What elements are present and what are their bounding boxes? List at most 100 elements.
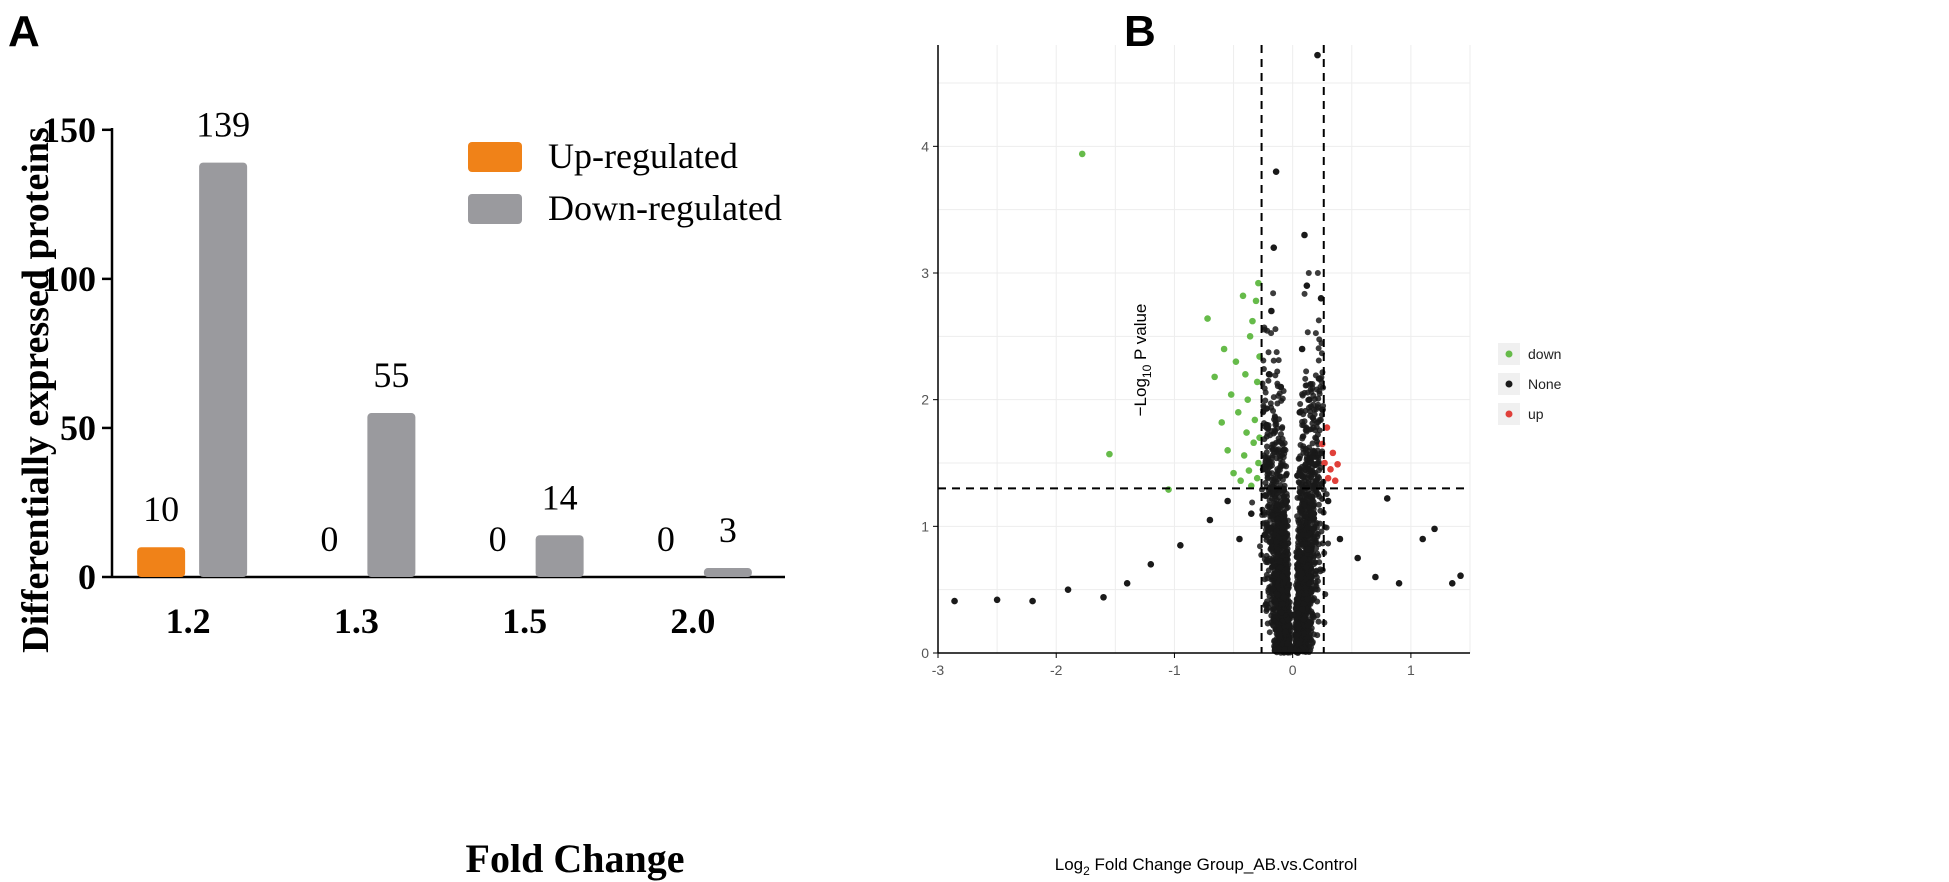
volcano-point-none <box>1325 540 1332 547</box>
volcano-point-none <box>1279 502 1286 509</box>
volcano-point-none <box>1309 380 1316 387</box>
volcano-point-down <box>1234 409 1242 416</box>
volcano-point-none <box>1308 459 1315 467</box>
volcano-point-none <box>1299 531 1306 538</box>
volcano-point-none <box>1313 567 1320 574</box>
volcano-point-none <box>1315 458 1322 465</box>
volcano-plot-points <box>951 51 1464 656</box>
volcano-point-none <box>1266 497 1273 504</box>
volcano-point-none <box>1316 388 1323 395</box>
volcano-point-none <box>1314 586 1321 593</box>
volcano-point-none <box>1299 606 1306 613</box>
volcano-point-none <box>1281 542 1288 549</box>
volcano-point-none <box>1307 601 1314 608</box>
volcano-point-none <box>1236 535 1243 543</box>
volcano-point-none <box>1302 512 1309 519</box>
volcano-plot-x-axis-label: Log2 Fold Change Group_AB.vs.Control <box>1055 855 1357 878</box>
volcano-point-none <box>1263 443 1270 450</box>
legend-swatch-up-regulated <box>468 142 522 172</box>
volcano-point-none <box>1311 559 1318 566</box>
volcano-point-none <box>1431 525 1438 533</box>
volcano-point-none <box>1293 561 1300 568</box>
volcano-point-none <box>1269 512 1276 519</box>
volcano-point-none <box>1298 575 1305 582</box>
bar-data-label: 55 <box>373 355 409 395</box>
volcano-point-none <box>1279 424 1286 431</box>
volcano-point-none <box>1303 368 1310 375</box>
volcano-point-none <box>1300 433 1307 440</box>
volcano-point-down <box>1244 396 1252 403</box>
volcano-point-none <box>1303 282 1311 289</box>
volcano-point-none <box>1354 554 1361 562</box>
volcano-point-none <box>1270 531 1277 538</box>
bar-down-regulated-1.2 <box>199 162 248 577</box>
volcano-point-none <box>1264 575 1271 582</box>
volcano-point-none <box>1383 495 1391 502</box>
legend-label-up-regulated: Up-regulated <box>548 136 738 176</box>
volcano-point-up <box>1324 474 1332 482</box>
volcano-point-none <box>1273 538 1280 545</box>
volcano-point-none <box>1278 490 1285 497</box>
volcano-plot-y-axis-label: −Log10 P value <box>1131 304 1154 417</box>
volcano-x-tick-label: 0 <box>1289 662 1297 678</box>
volcano-point-down <box>1249 317 1256 325</box>
volcano-plot-grid <box>937 45 1471 654</box>
volcano-point-none <box>1280 594 1287 601</box>
volcano-point-none <box>1278 452 1285 459</box>
volcano-point-none <box>1315 345 1322 352</box>
volcano-point-none <box>1277 383 1285 391</box>
volcano-point-none <box>1314 419 1321 426</box>
volcano-point-none <box>1276 473 1283 480</box>
volcano-point-none <box>1296 640 1303 647</box>
volcano-point-none <box>1295 584 1302 591</box>
volcano-point-none <box>1316 520 1323 527</box>
volcano-plot-legend: down None up <box>1498 343 1562 425</box>
bar-data-label: 0 <box>320 519 338 559</box>
volcano-point-none <box>1315 552 1322 559</box>
volcano-point-none <box>1372 573 1379 581</box>
volcano-point-none <box>1271 413 1278 420</box>
volcano-point-up <box>1327 466 1334 473</box>
volcano-point-none <box>1262 397 1269 404</box>
volcano-point-none <box>1279 587 1286 594</box>
volcano-point-none <box>1279 573 1286 580</box>
volcano-point-down <box>1078 150 1086 158</box>
volcano-point-none <box>1293 632 1300 639</box>
bar-chart-bars <box>137 162 752 577</box>
volcano-point-none <box>1281 508 1288 515</box>
volcano-point-up <box>1321 459 1328 467</box>
volcano-point-up <box>1329 449 1337 457</box>
volcano-point-none <box>1100 593 1107 601</box>
volcano-point-none <box>1283 497 1291 505</box>
volcano-point-none <box>1297 520 1304 527</box>
volcano-point-none <box>1279 640 1286 647</box>
volcano-point-none <box>1265 587 1272 594</box>
volcano-point-none <box>1314 270 1321 276</box>
volcano-point-none <box>1261 511 1268 518</box>
volcano-y-tick-label: 4 <box>921 138 929 154</box>
volcano-point-down <box>1227 391 1235 398</box>
volcano-point-none <box>1278 609 1285 616</box>
volcano-point-none <box>1317 295 1325 302</box>
volcano-point-down <box>1253 474 1261 482</box>
volcano-point-none <box>1297 549 1304 556</box>
volcano-point-none <box>1271 637 1278 644</box>
volcano-point-none <box>1302 493 1309 500</box>
bar-chart-x-tick-label: 1.5 <box>502 601 547 641</box>
volcano-point-none <box>1283 470 1290 477</box>
volcano-point-none <box>1297 507 1304 514</box>
volcano-point-none <box>1262 479 1269 486</box>
volcano-point-none <box>1336 535 1344 543</box>
volcano-point-down <box>1246 333 1254 340</box>
volcano-point-none <box>1261 492 1268 499</box>
volcano-point-none <box>1277 564 1284 571</box>
volcano-point-none <box>1275 357 1282 364</box>
volcano-point-none <box>1287 645 1294 652</box>
volcano-point-none <box>1270 622 1277 629</box>
volcano-point-none <box>1283 557 1290 564</box>
volcano-point-none <box>1275 550 1282 557</box>
volcano-point-none <box>1310 510 1318 517</box>
volcano-point-down <box>1218 419 1226 426</box>
volcano-point-none <box>1307 499 1314 506</box>
volcano-point-none <box>1302 462 1309 469</box>
